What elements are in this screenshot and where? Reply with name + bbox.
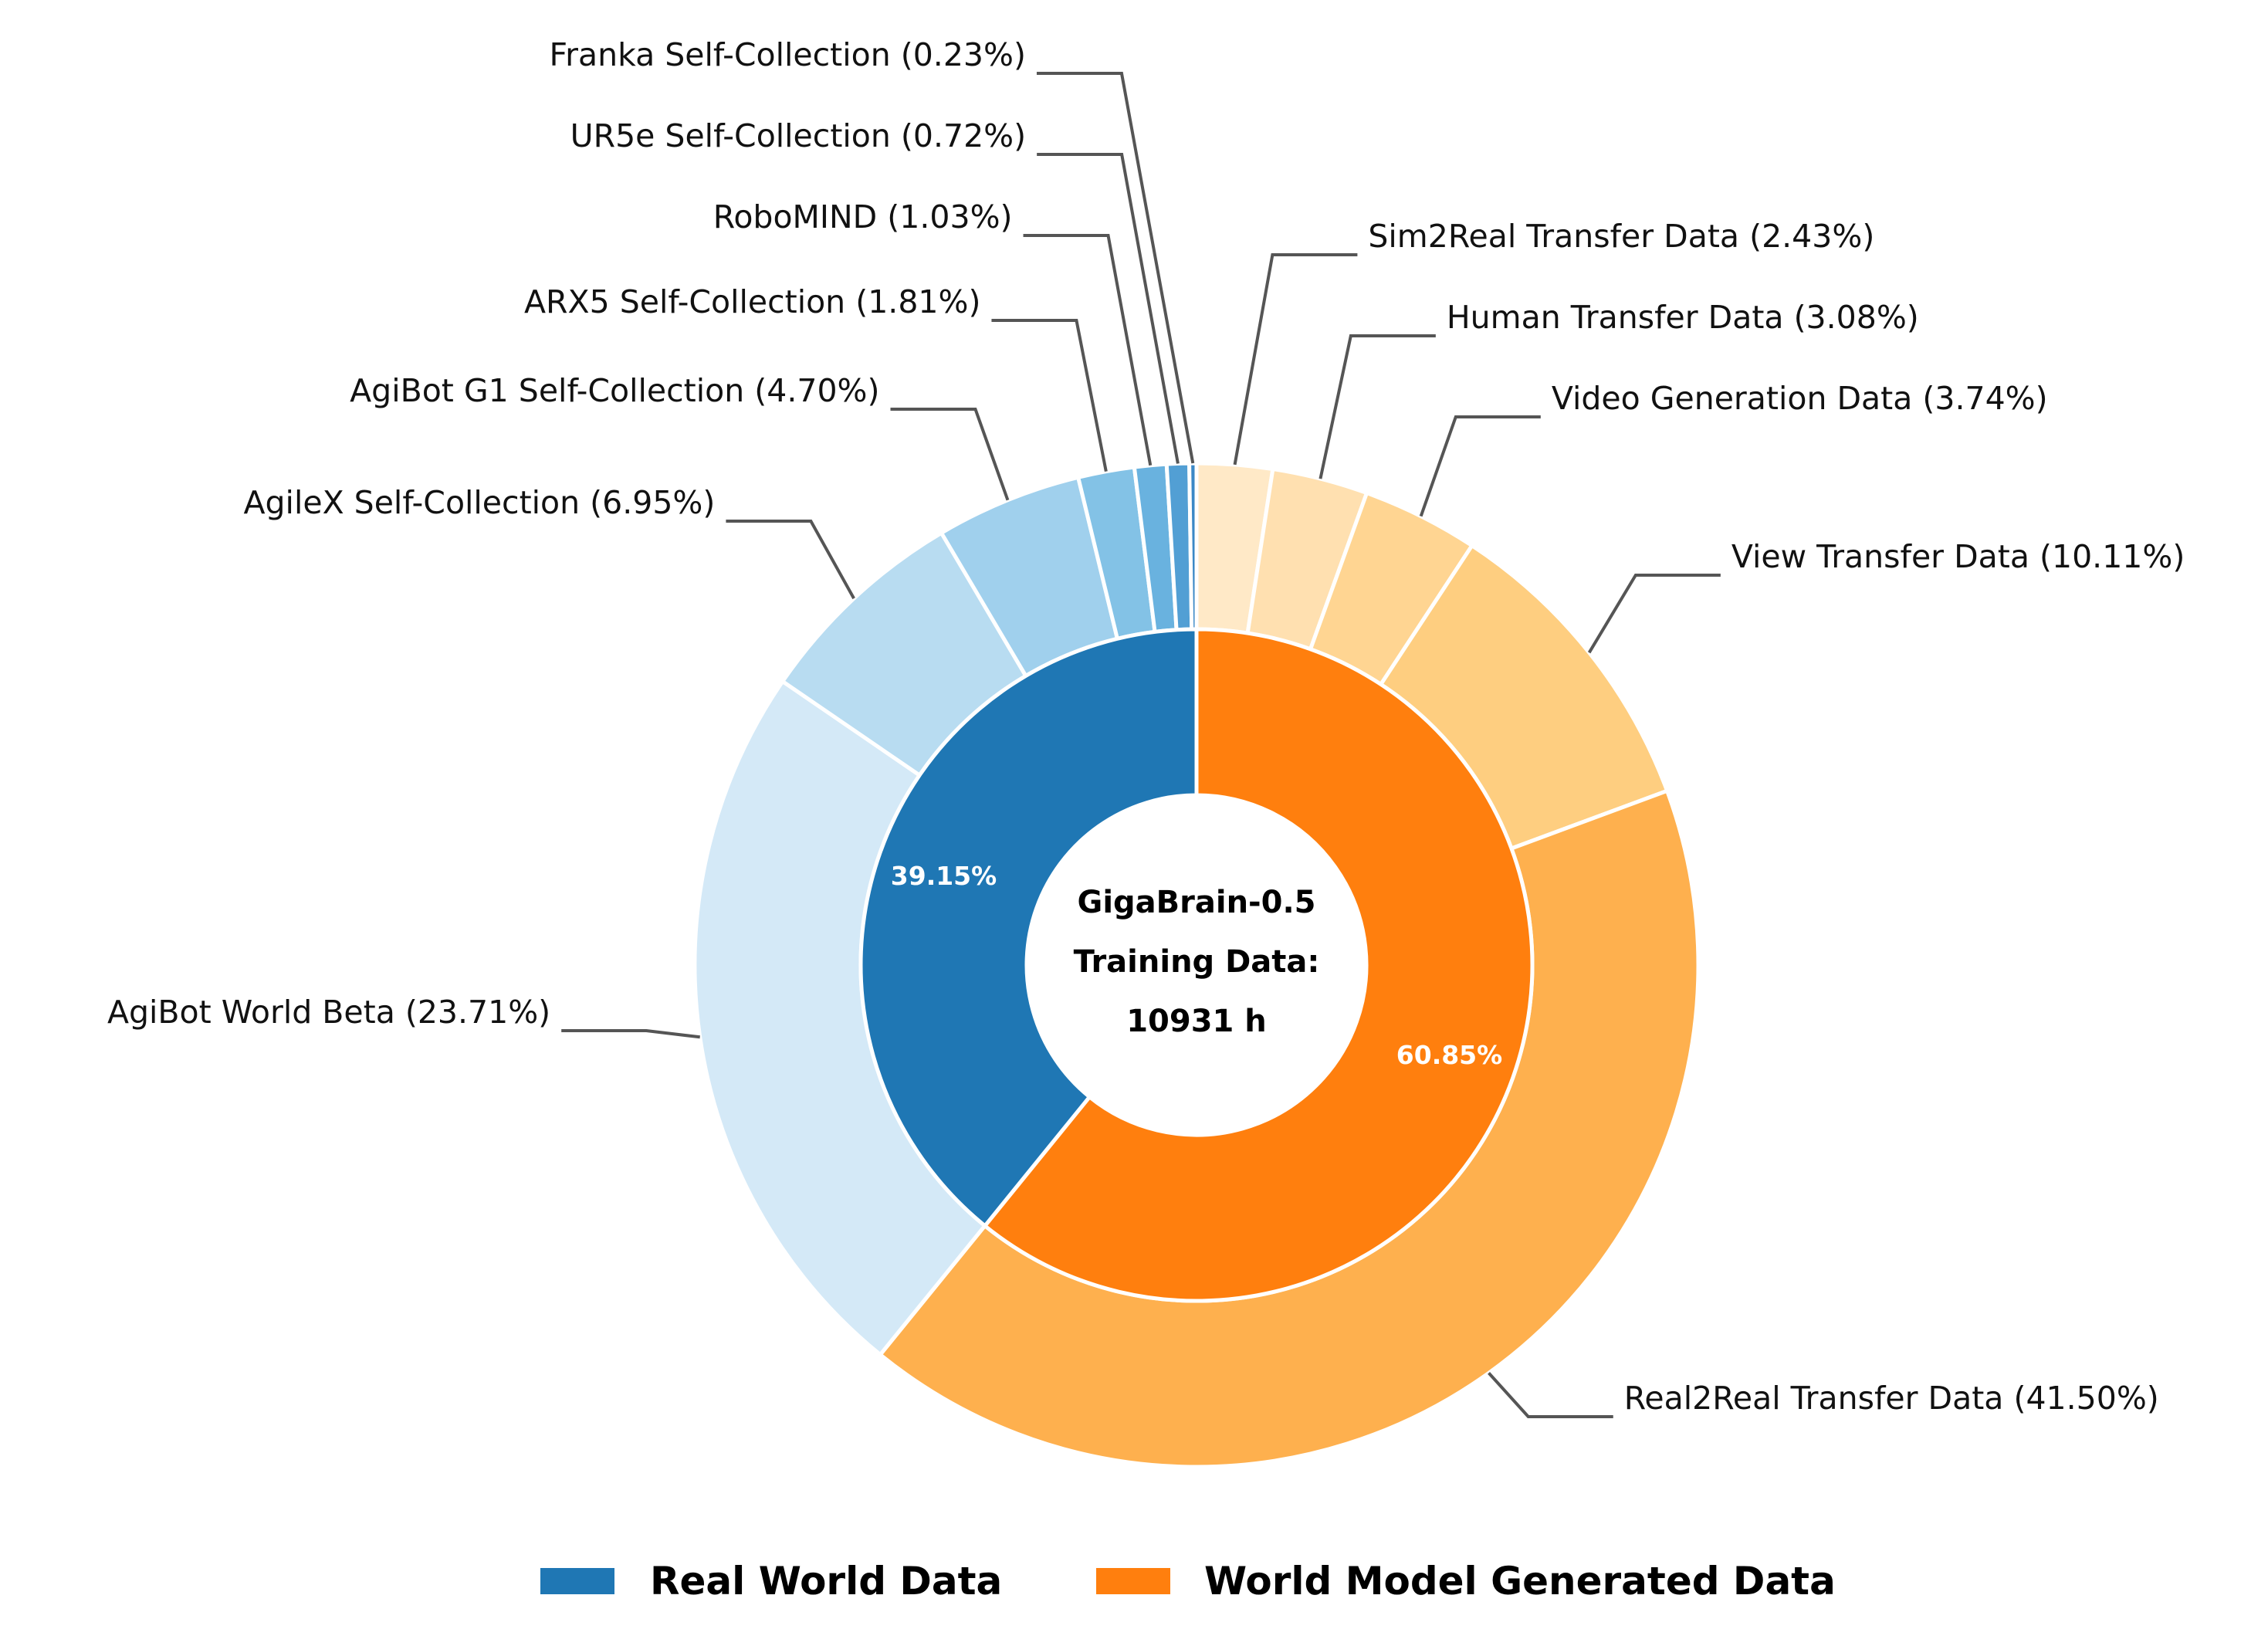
center-title-line3: 10931 h: [1126, 1004, 1267, 1039]
center-title-line1: GigaBrain-0.5: [1077, 885, 1315, 920]
leader-line-robomind: [1023, 234, 1153, 466]
label-view-transfer-data: View Transfer Data (10.11%): [1731, 538, 2185, 575]
legend-swatch-world-model: [1096, 1568, 1170, 1594]
label-human-transfer-data: Human Transfer Data (3.08%): [1447, 299, 1919, 336]
label-arx5-self-collection: ARX5 Self-Collection (1.81%): [524, 283, 980, 320]
outer-ring: [692, 461, 1701, 1469]
label-agibot-g1-self-collection: AgiBot G1 Self-Collection (4.70%): [350, 372, 879, 409]
leader-line-agibot-world-beta: [561, 1029, 700, 1039]
legend-swatch-real-world: [540, 1568, 614, 1594]
leader-line-view-transfer-data: [1587, 574, 1721, 654]
center-title-line2: Training Data:: [1074, 944, 1320, 980]
outer-wedge-franka-self-collection: [1187, 461, 1199, 632]
legend-label-real-world: Real World Data: [650, 1559, 1002, 1604]
label-real2real-transfer-data: Real2Real Transfer Data (41.50%): [1624, 1380, 2159, 1417]
label-franka-self-collection: Franka Self-Collection (0.23%): [550, 36, 1026, 73]
label-video-generation-data: Video Generation Data (3.74%): [1552, 380, 2048, 417]
center-title: GigaBrain-0.5 Training Data: 10931 h: [1074, 885, 1320, 1039]
leader-line-franka-self-collection: [1036, 72, 1195, 464]
leader-line-agilex-self-collection: [726, 520, 855, 600]
leader-line-real2real-transfer-data: [1488, 1372, 1613, 1418]
leader-line-sim2real-transfer-data: [1233, 253, 1358, 466]
label-ur5e-self-collection: UR5e Self-Collection (0.72%): [570, 117, 1027, 154]
outer-labels: Sim2Real Transfer Data (2.43%) Human Tran…: [107, 36, 2185, 1417]
label-agilex-self-collection: AgileX Self-Collection (6.95%): [243, 484, 715, 521]
leader-line-ur5e-self-collection: [1037, 153, 1180, 464]
leader-line-video-generation-data: [1419, 415, 1541, 517]
label-leader-lines: [561, 72, 1721, 1418]
leader-line-human-transfer-data: [1318, 334, 1436, 479]
inner-percentage-labels: 60.85% 39.15%: [891, 861, 1502, 1070]
inner-pct-world-model-generated-data: 60.85%: [1396, 1040, 1502, 1070]
inner-ring: [858, 627, 1535, 1303]
legend: Real World Data World Model Generated Da…: [540, 1559, 1836, 1604]
label-sim2real-transfer-data: Sim2Real Transfer Data (2.43%): [1368, 218, 1874, 255]
inner-wedge-world-model-generated-data: [982, 627, 1535, 1303]
inner-pct-real-world-data: 39.15%: [891, 861, 997, 891]
label-robomind: RoboMIND (1.03%): [713, 198, 1013, 235]
inner-wedge-real-world-data: [858, 627, 1199, 1229]
label-agibot-world-beta: AgiBot World Beta (23.71%): [107, 994, 550, 1031]
leader-line-agibot-g1-self-collection: [890, 408, 1010, 501]
legend-label-world-model: World Model Generated Data: [1204, 1559, 1836, 1604]
leader-line-arx5-self-collection: [991, 319, 1108, 472]
